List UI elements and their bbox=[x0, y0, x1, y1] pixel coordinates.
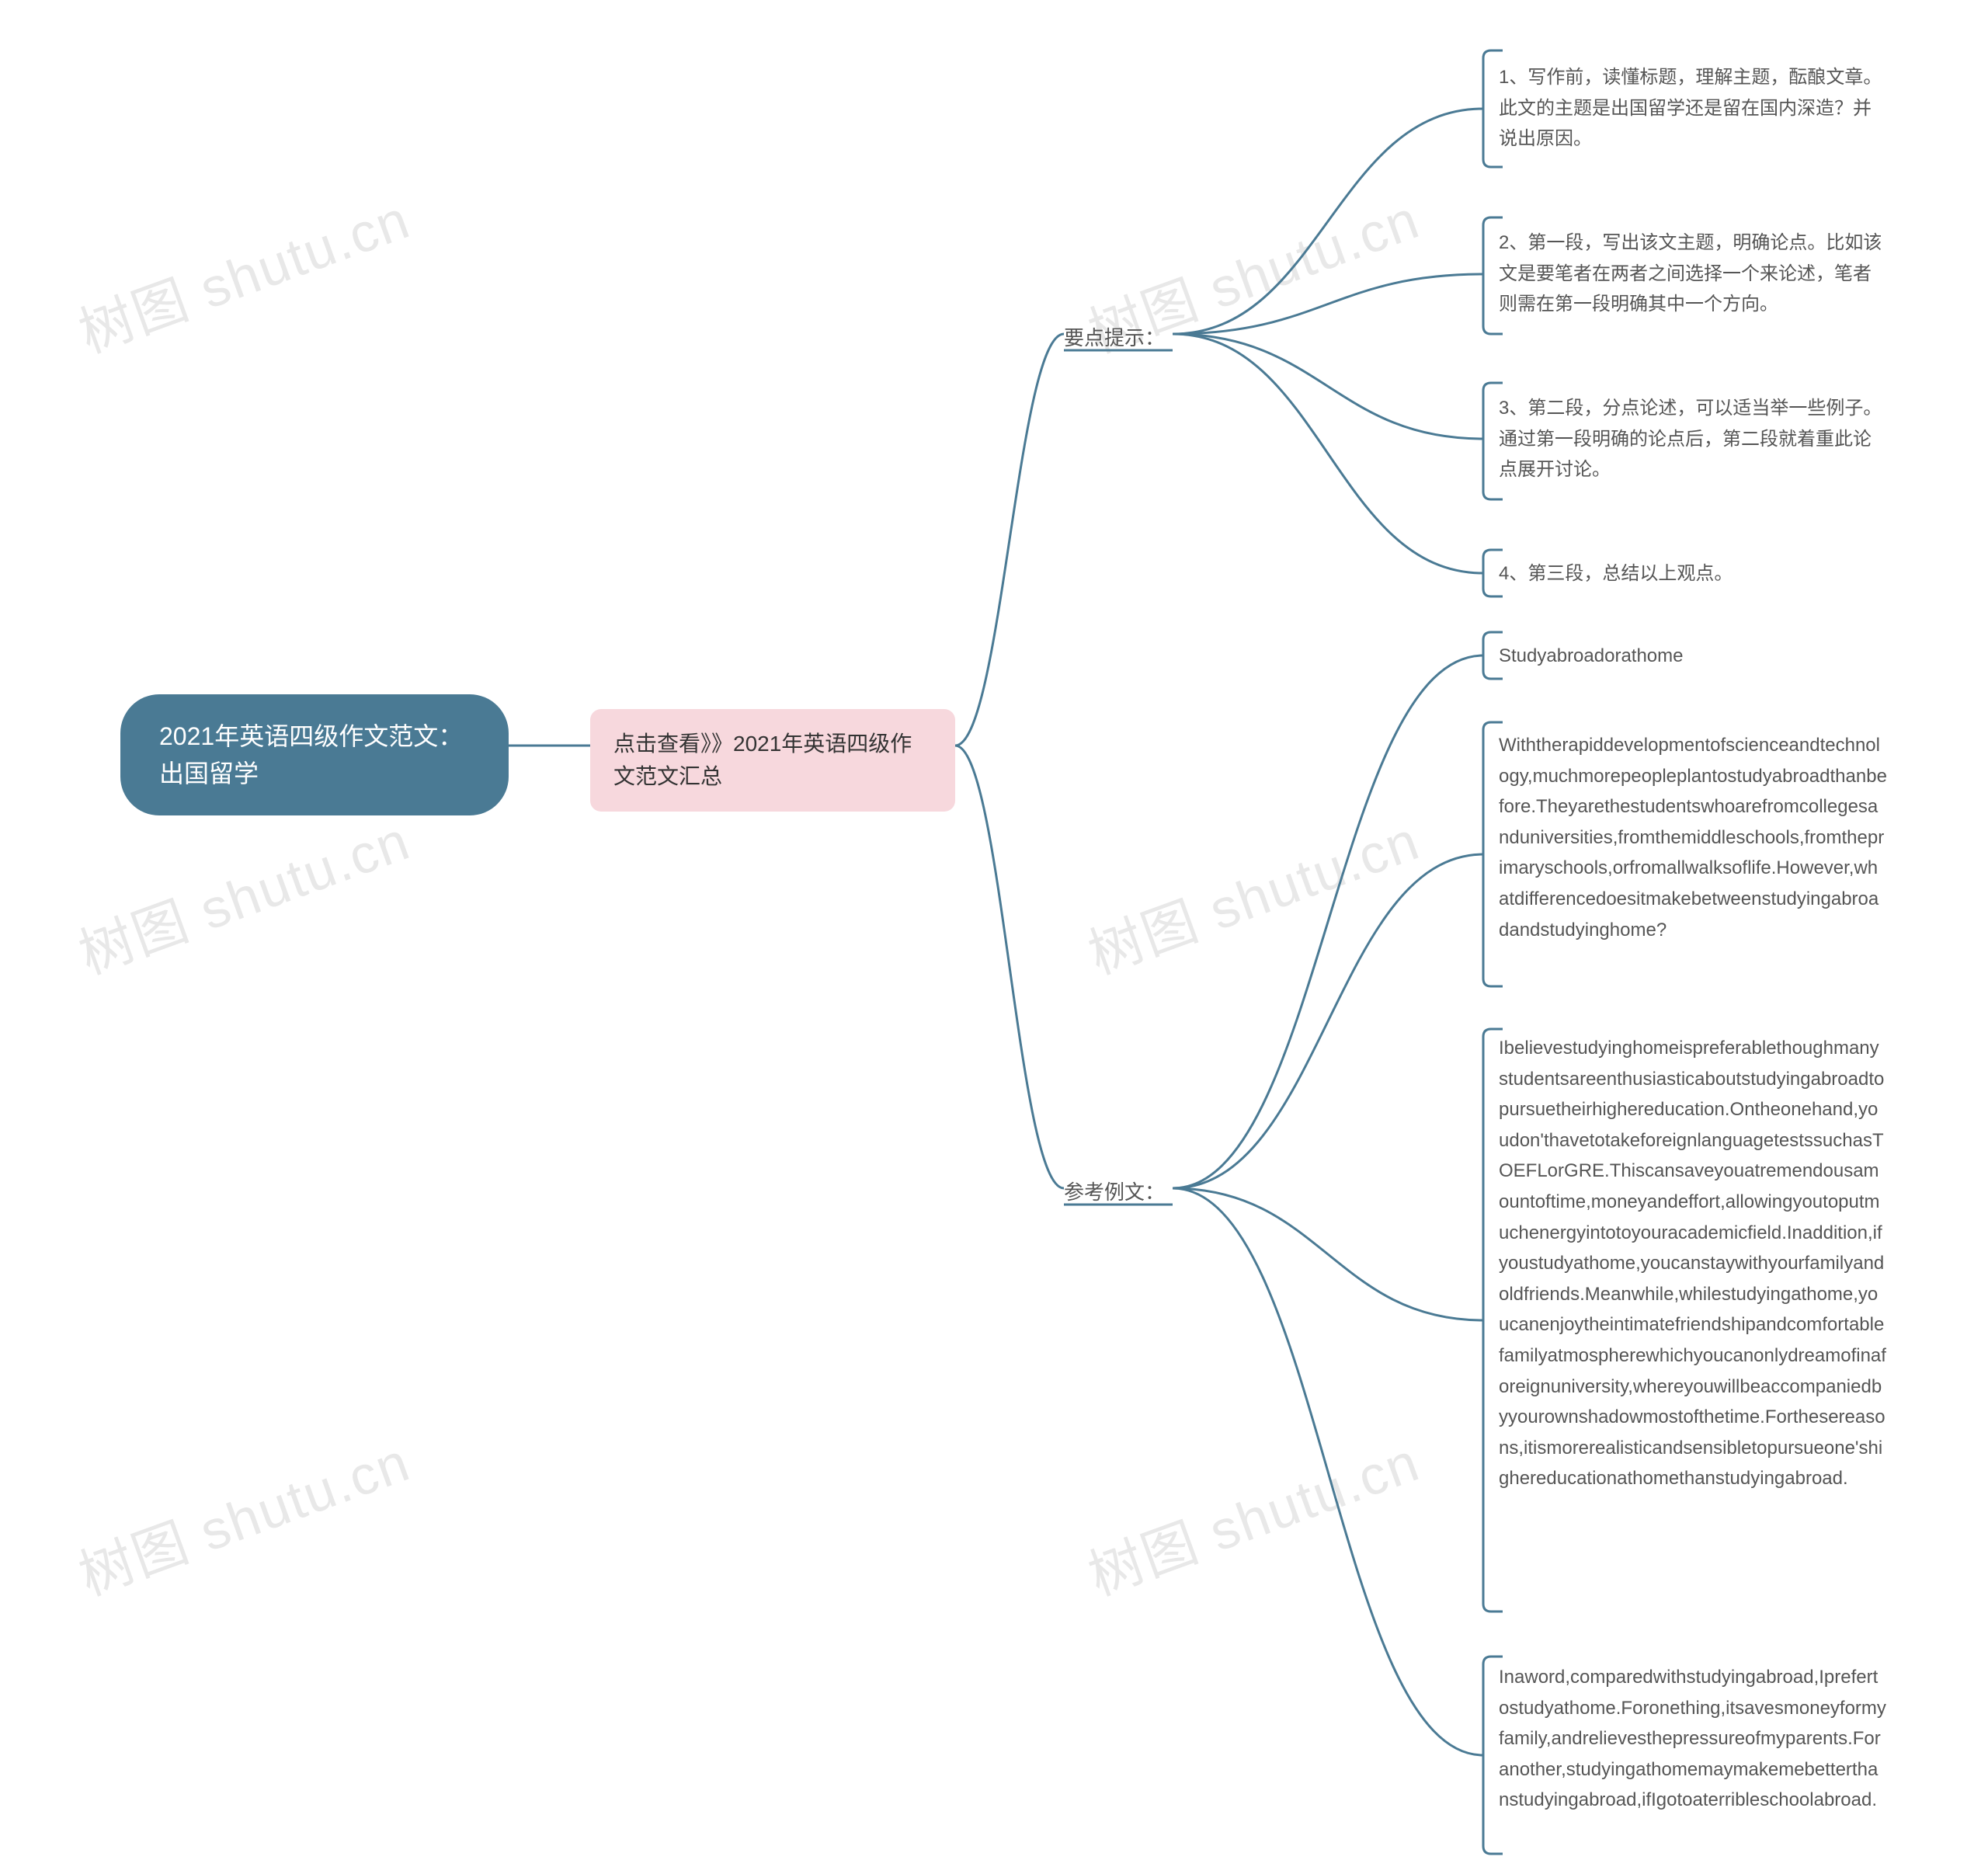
branch2-label: 参考例文： bbox=[1064, 1177, 1165, 1205]
leaf-text: 2、第一段，写出该文主题，明确论点。比如该文是要笔者在两者之间选择一个来论述，笔… bbox=[1499, 232, 1882, 315]
branch1-label-text: 要点提示： bbox=[1064, 326, 1165, 349]
leaf-text: Ibelievestudyinghomeispreferablethoughma… bbox=[1499, 1038, 1886, 1489]
root-text: 2021年英语四级作文范文：出国留学 bbox=[159, 722, 463, 787]
branch2-item: Studyabroadorathome bbox=[1499, 641, 1887, 672]
watermark: 树图 shutu.cn bbox=[67, 1419, 419, 1611]
watermark: 树图 shutu.cn bbox=[1076, 1419, 1429, 1611]
branch1-item: 2、第一段，写出该文主题，明确论点。比如该文是要笔者在两者之间选择一个来论述，笔… bbox=[1499, 228, 1887, 320]
watermark: 树图 shutu.cn bbox=[1076, 798, 1429, 989]
root-node: 2021年英语四级作文范文：出国留学 bbox=[120, 694, 509, 815]
watermark: 树图 shutu.cn bbox=[67, 798, 419, 989]
branch2-item: Ibelievestudyinghomeispreferablethoughma… bbox=[1499, 1033, 1887, 1494]
branch1-item: 1、写作前，读懂标题，理解主题，酝酿文章。此文的主题是出国留学还是留在国内深造？… bbox=[1499, 62, 1887, 155]
leaf-text: 1、写作前，读懂标题，理解主题，酝酿文章。此文的主题是出国留学还是留在国内深造？… bbox=[1499, 67, 1882, 149]
branch1-item: 4、第三段，总结以上观点。 bbox=[1499, 558, 1887, 589]
leaf-text: Studyabroadorathome bbox=[1499, 645, 1684, 666]
branch1-label: 要点提示： bbox=[1064, 322, 1165, 351]
watermark: 树图 shutu.cn bbox=[67, 176, 419, 368]
leaf-text: Withtherapiddevelopmentofscienceandtechn… bbox=[1499, 735, 1887, 940]
main-text: 点击查看》》2021年英语四级作文范文汇总 bbox=[613, 732, 912, 788]
branch2-item: Withtherapiddevelopmentofscienceandtechn… bbox=[1499, 730, 1887, 945]
branch2-item: Inaword,comparedwithstudyingabroad,Ipref… bbox=[1499, 1662, 1887, 1816]
leaf-text: 4、第三段，总结以上观点。 bbox=[1499, 563, 1733, 584]
branch2-label-text: 参考例文： bbox=[1064, 1180, 1165, 1204]
leaf-text: 3、第二段，分点论述，可以适当举一些例子。通过第一段明确的论点后，第二段就着重此… bbox=[1499, 398, 1882, 480]
main-node: 点击查看》》2021年英语四级作文范文汇总 bbox=[590, 709, 955, 812]
leaf-text: Inaword,comparedwithstudyingabroad,Ipref… bbox=[1499, 1667, 1886, 1810]
branch1-item: 3、第二段，分点论述，可以适当举一些例子。通过第一段明确的论点后，第二段就着重此… bbox=[1499, 393, 1887, 485]
